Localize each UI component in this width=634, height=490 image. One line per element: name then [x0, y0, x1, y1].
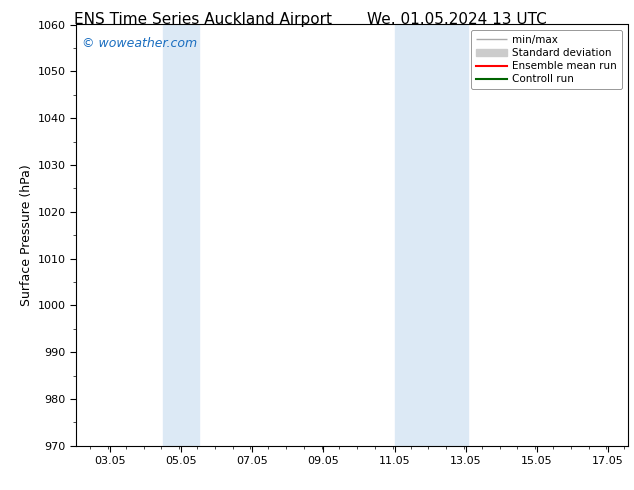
Y-axis label: Surface Pressure (hPa): Surface Pressure (hPa)	[20, 164, 34, 306]
Text: © woweather.com: © woweather.com	[82, 37, 197, 50]
Text: ENS Time Series Auckland Airport: ENS Time Series Auckland Airport	[74, 12, 332, 27]
Text: We. 01.05.2024 13 UTC: We. 01.05.2024 13 UTC	[366, 12, 547, 27]
Legend: min/max, Standard deviation, Ensemble mean run, Controll run: min/max, Standard deviation, Ensemble me…	[471, 30, 623, 90]
Bar	[394, 24, 467, 446]
Bar	[164, 24, 199, 446]
